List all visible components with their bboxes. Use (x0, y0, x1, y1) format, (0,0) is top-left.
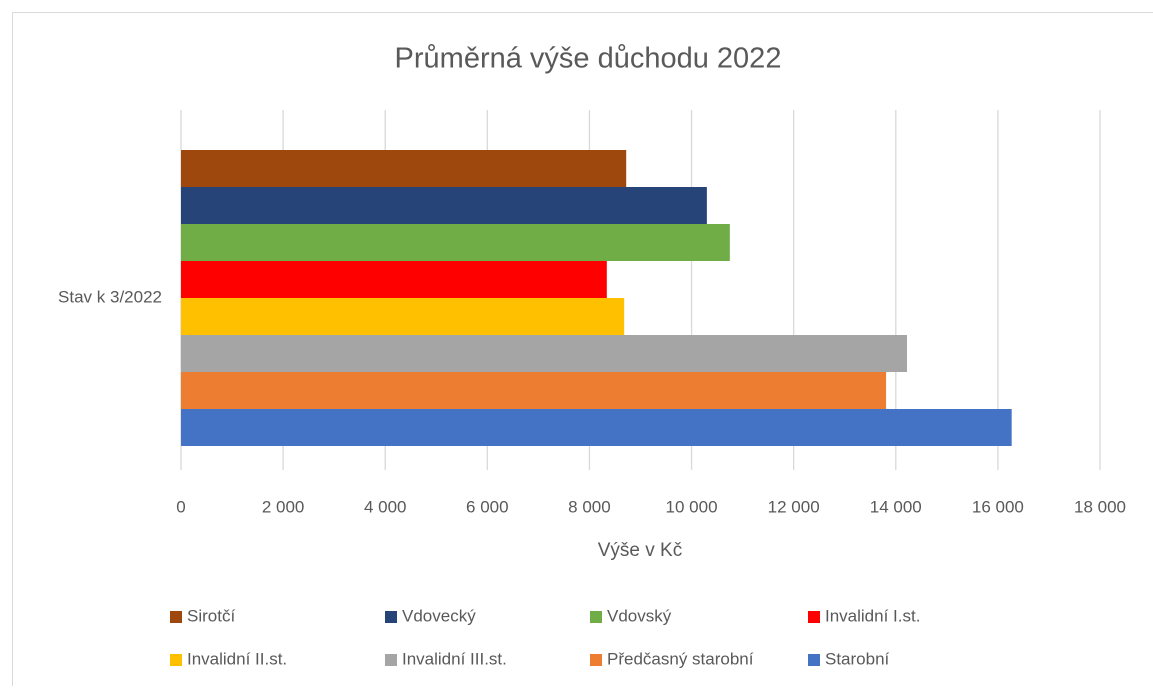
bar (181, 372, 886, 409)
x-tick-label: 10 000 (666, 497, 718, 516)
bar (181, 261, 607, 298)
x-tick-label: 14 000 (870, 497, 922, 516)
bar (181, 298, 624, 335)
x-tick-label: 12 000 (768, 497, 820, 516)
x-tick-label: 16 000 (972, 497, 1024, 516)
x-axis-label: Výše v Kč (598, 540, 682, 561)
x-tick-label: 18 000 (1074, 497, 1126, 516)
legend-label: Starobní (825, 649, 890, 668)
bar (181, 224, 730, 261)
x-tick-label: 8 000 (568, 497, 611, 516)
legend-label: Invalidní III.st. (402, 649, 507, 668)
bar (181, 409, 1012, 446)
legend-swatch (170, 611, 182, 623)
bar (181, 335, 907, 372)
legend-swatch (808, 611, 820, 623)
bar (181, 187, 707, 224)
legend-label: Vdovecký (402, 606, 476, 625)
x-tick-label: 6 000 (466, 497, 509, 516)
bar (181, 150, 626, 187)
legend-swatch (590, 611, 602, 623)
x-tick-label: 0 (176, 497, 185, 516)
legend-swatch (590, 654, 602, 666)
legend-label: Předčasný starobní (607, 649, 754, 668)
y-tick-label: Stav k 3/2022 (58, 287, 162, 306)
x-tick-label: 4 000 (364, 497, 407, 516)
legend-label: Vdovský (607, 606, 672, 625)
x-tick-label: 2 000 (262, 497, 305, 516)
legend-label: Sirotčí (187, 606, 235, 625)
legend-swatch (385, 611, 397, 623)
legend-swatch (808, 654, 820, 666)
legend-label: Invalidní II.st. (187, 649, 287, 668)
legend-swatch (170, 654, 182, 666)
legend-swatch (385, 654, 397, 666)
legend-label: Invalidní I.st. (825, 606, 920, 625)
chart-title: Průměrná výše důchodu 2022 (395, 43, 782, 75)
